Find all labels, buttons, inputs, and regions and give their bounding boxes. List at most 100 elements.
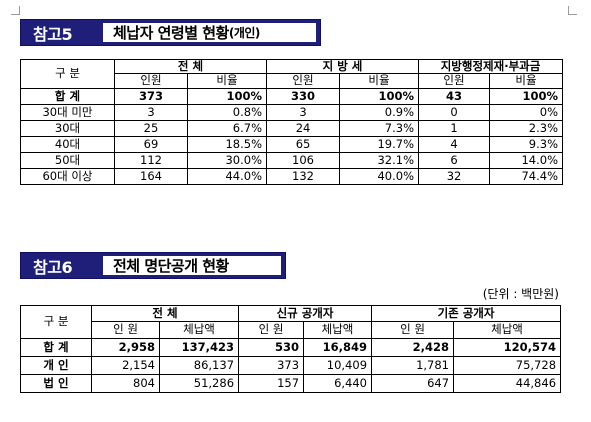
ref5-title-box: 체납자 연령별 현황 (개인) [103, 23, 316, 42]
table-cell: 16,849 [303, 338, 373, 357]
ref5-title: 체납자 연령별 현황 [113, 24, 229, 42]
ref5-sub-header: 비율 [489, 73, 564, 89]
table-cell: 40.0% [339, 168, 420, 185]
row-label: 법 인 [20, 374, 92, 393]
ref5-tag: 참고5 [33, 24, 73, 44]
ref5-table: 구 분 전 체 지 방 세 지방행정제재·부과금 인원 비율 인원 비율 인원 … [20, 59, 564, 185]
ref5-title-sub: (개인) [228, 26, 261, 40]
table-row: 법 인 804 51,286 157 6,440 647 44,846 [20, 374, 562, 393]
ref5-sub-header: 인원 [418, 73, 491, 89]
table-cell: 100% [489, 88, 564, 105]
ref6-sub-header: 체납액 [303, 321, 373, 339]
ref6-sub-header: 체납액 [158, 321, 240, 339]
table-cell: 43 [418, 88, 491, 105]
table-cell: 530 [238, 338, 305, 357]
ref5-sub-header: 비율 [339, 73, 420, 89]
page-corner-mark-right [568, 6, 577, 15]
ref6-header: 참고6 전체 명단공개 현황 [20, 252, 286, 279]
ref6-sub-header: 인 원 [371, 321, 455, 339]
ref5-sub-header: 비율 [186, 73, 268, 89]
table-cell: 3 [266, 104, 341, 121]
table-cell: 9.3% [489, 136, 564, 153]
table-cell: 14.0% [489, 152, 564, 169]
table-cell: 2,154 [91, 356, 160, 375]
table-cell: 373 [238, 356, 305, 375]
ref6-tag: 참고6 [33, 257, 73, 277]
table-row: 합 계 373 100% 330 100% 43 100% [20, 88, 564, 105]
ref5-sub-header: 인원 [266, 73, 341, 89]
table-cell: 164 [114, 168, 188, 185]
ref6-sub-header: 체납액 [453, 321, 562, 339]
ref6-title-box: 전체 명단공개 현황 [103, 256, 281, 275]
table-row: 30대 25 6.7% 24 7.3% 1 2.3% [20, 120, 564, 137]
ref6-unit-label: (단위 : 백만원) [482, 287, 559, 301]
table-row: 개 인 2,154 86,137 373 10,409 1,781 75,728 [20, 356, 562, 375]
page-corner-mark-left [11, 6, 20, 15]
ref6-title: 전체 명단공개 현황 [113, 257, 229, 275]
table-cell: 30.0% [186, 152, 268, 169]
row-label: 50대 [20, 152, 115, 169]
table-cell: 106 [266, 152, 341, 169]
table-cell: 18.5% [186, 136, 268, 153]
row-label: 40대 [20, 136, 115, 153]
table-cell: 51,286 [158, 374, 240, 393]
table-cell: 330 [266, 88, 341, 105]
ref6-sub-header: 인 원 [91, 321, 160, 339]
row-label: 개 인 [20, 356, 92, 375]
table-cell: 69 [114, 136, 188, 153]
row-label: 30대 미만 [20, 104, 115, 121]
row-label: 60대 이상 [20, 168, 115, 185]
ref6-group-total: 전 체 [90, 305, 240, 322]
table-cell: 373 [114, 88, 188, 105]
table-cell: 44.0% [186, 168, 268, 185]
table-cell: 100% [186, 88, 268, 105]
table-cell: 7.3% [339, 120, 420, 137]
row-label: 합 계 [20, 338, 92, 357]
table-cell: 1,781 [371, 356, 455, 375]
table-cell: 2,958 [91, 338, 160, 357]
table-cell: 0.8% [186, 104, 268, 121]
table-cell: 120,574 [453, 338, 562, 357]
table-cell: 0 [418, 104, 491, 121]
row-label: 합 계 [20, 88, 115, 105]
table-row: 합 계 2,958 137,423 530 16,849 2,428 120,5… [20, 338, 562, 357]
table-cell: 804 [91, 374, 160, 393]
ref5-group-label: 구 분 [20, 59, 115, 89]
ref6-group-new: 신규 공개자 [238, 305, 373, 322]
table-cell: 647 [371, 374, 455, 393]
table-cell: 10,409 [303, 356, 373, 375]
table-cell: 112 [114, 152, 188, 169]
table-cell: 6 [418, 152, 491, 169]
table-cell: 0% [489, 104, 564, 121]
table-cell: 0.9% [339, 104, 420, 121]
table-row: 60대 이상 164 44.0% 132 40.0% 32 74.4% [20, 168, 564, 185]
table-cell: 132 [266, 168, 341, 185]
table-row: 50대 112 30.0% 106 32.1% 6 14.0% [20, 152, 564, 169]
table-cell: 6,440 [303, 374, 373, 393]
table-row: 40대 69 18.5% 65 19.7% 4 9.3% [20, 136, 564, 153]
table-cell: 6.7% [186, 120, 268, 137]
ref5-sub-header: 인원 [114, 73, 188, 89]
table-cell: 44,846 [453, 374, 562, 393]
table-cell: 19.7% [339, 136, 420, 153]
ref5-group-local-tax: 지 방 세 [266, 59, 420, 74]
ref6-group-label: 구 분 [20, 305, 92, 339]
table-cell: 2,428 [371, 338, 455, 357]
table-cell: 157 [238, 374, 305, 393]
ref5-header: 참고5 체납자 연령별 현황 (개인) [20, 19, 321, 46]
table-cell: 4 [418, 136, 491, 153]
table-cell: 74.4% [489, 168, 564, 185]
row-label: 30대 [20, 120, 115, 137]
ref6-table: 구 분 전 체 신규 공개자 기존 공개자 인 원 체납액 인 원 체납액 인 … [20, 305, 562, 393]
table-cell: 2.3% [489, 120, 564, 137]
ref5-group-total: 전 체 [113, 59, 268, 74]
table-row: 30대 미만 3 0.8% 3 0.9% 0 0% [20, 104, 564, 121]
table-cell: 3 [114, 104, 188, 121]
table-cell: 100% [339, 88, 420, 105]
table-cell: 137,423 [158, 338, 240, 357]
table-cell: 24 [266, 120, 341, 137]
ref6-sub-header: 인 원 [238, 321, 305, 339]
ref5-group-penalty: 지방행정제재·부과금 [418, 59, 564, 74]
table-cell: 75,728 [453, 356, 562, 375]
table-cell: 32 [418, 168, 491, 185]
